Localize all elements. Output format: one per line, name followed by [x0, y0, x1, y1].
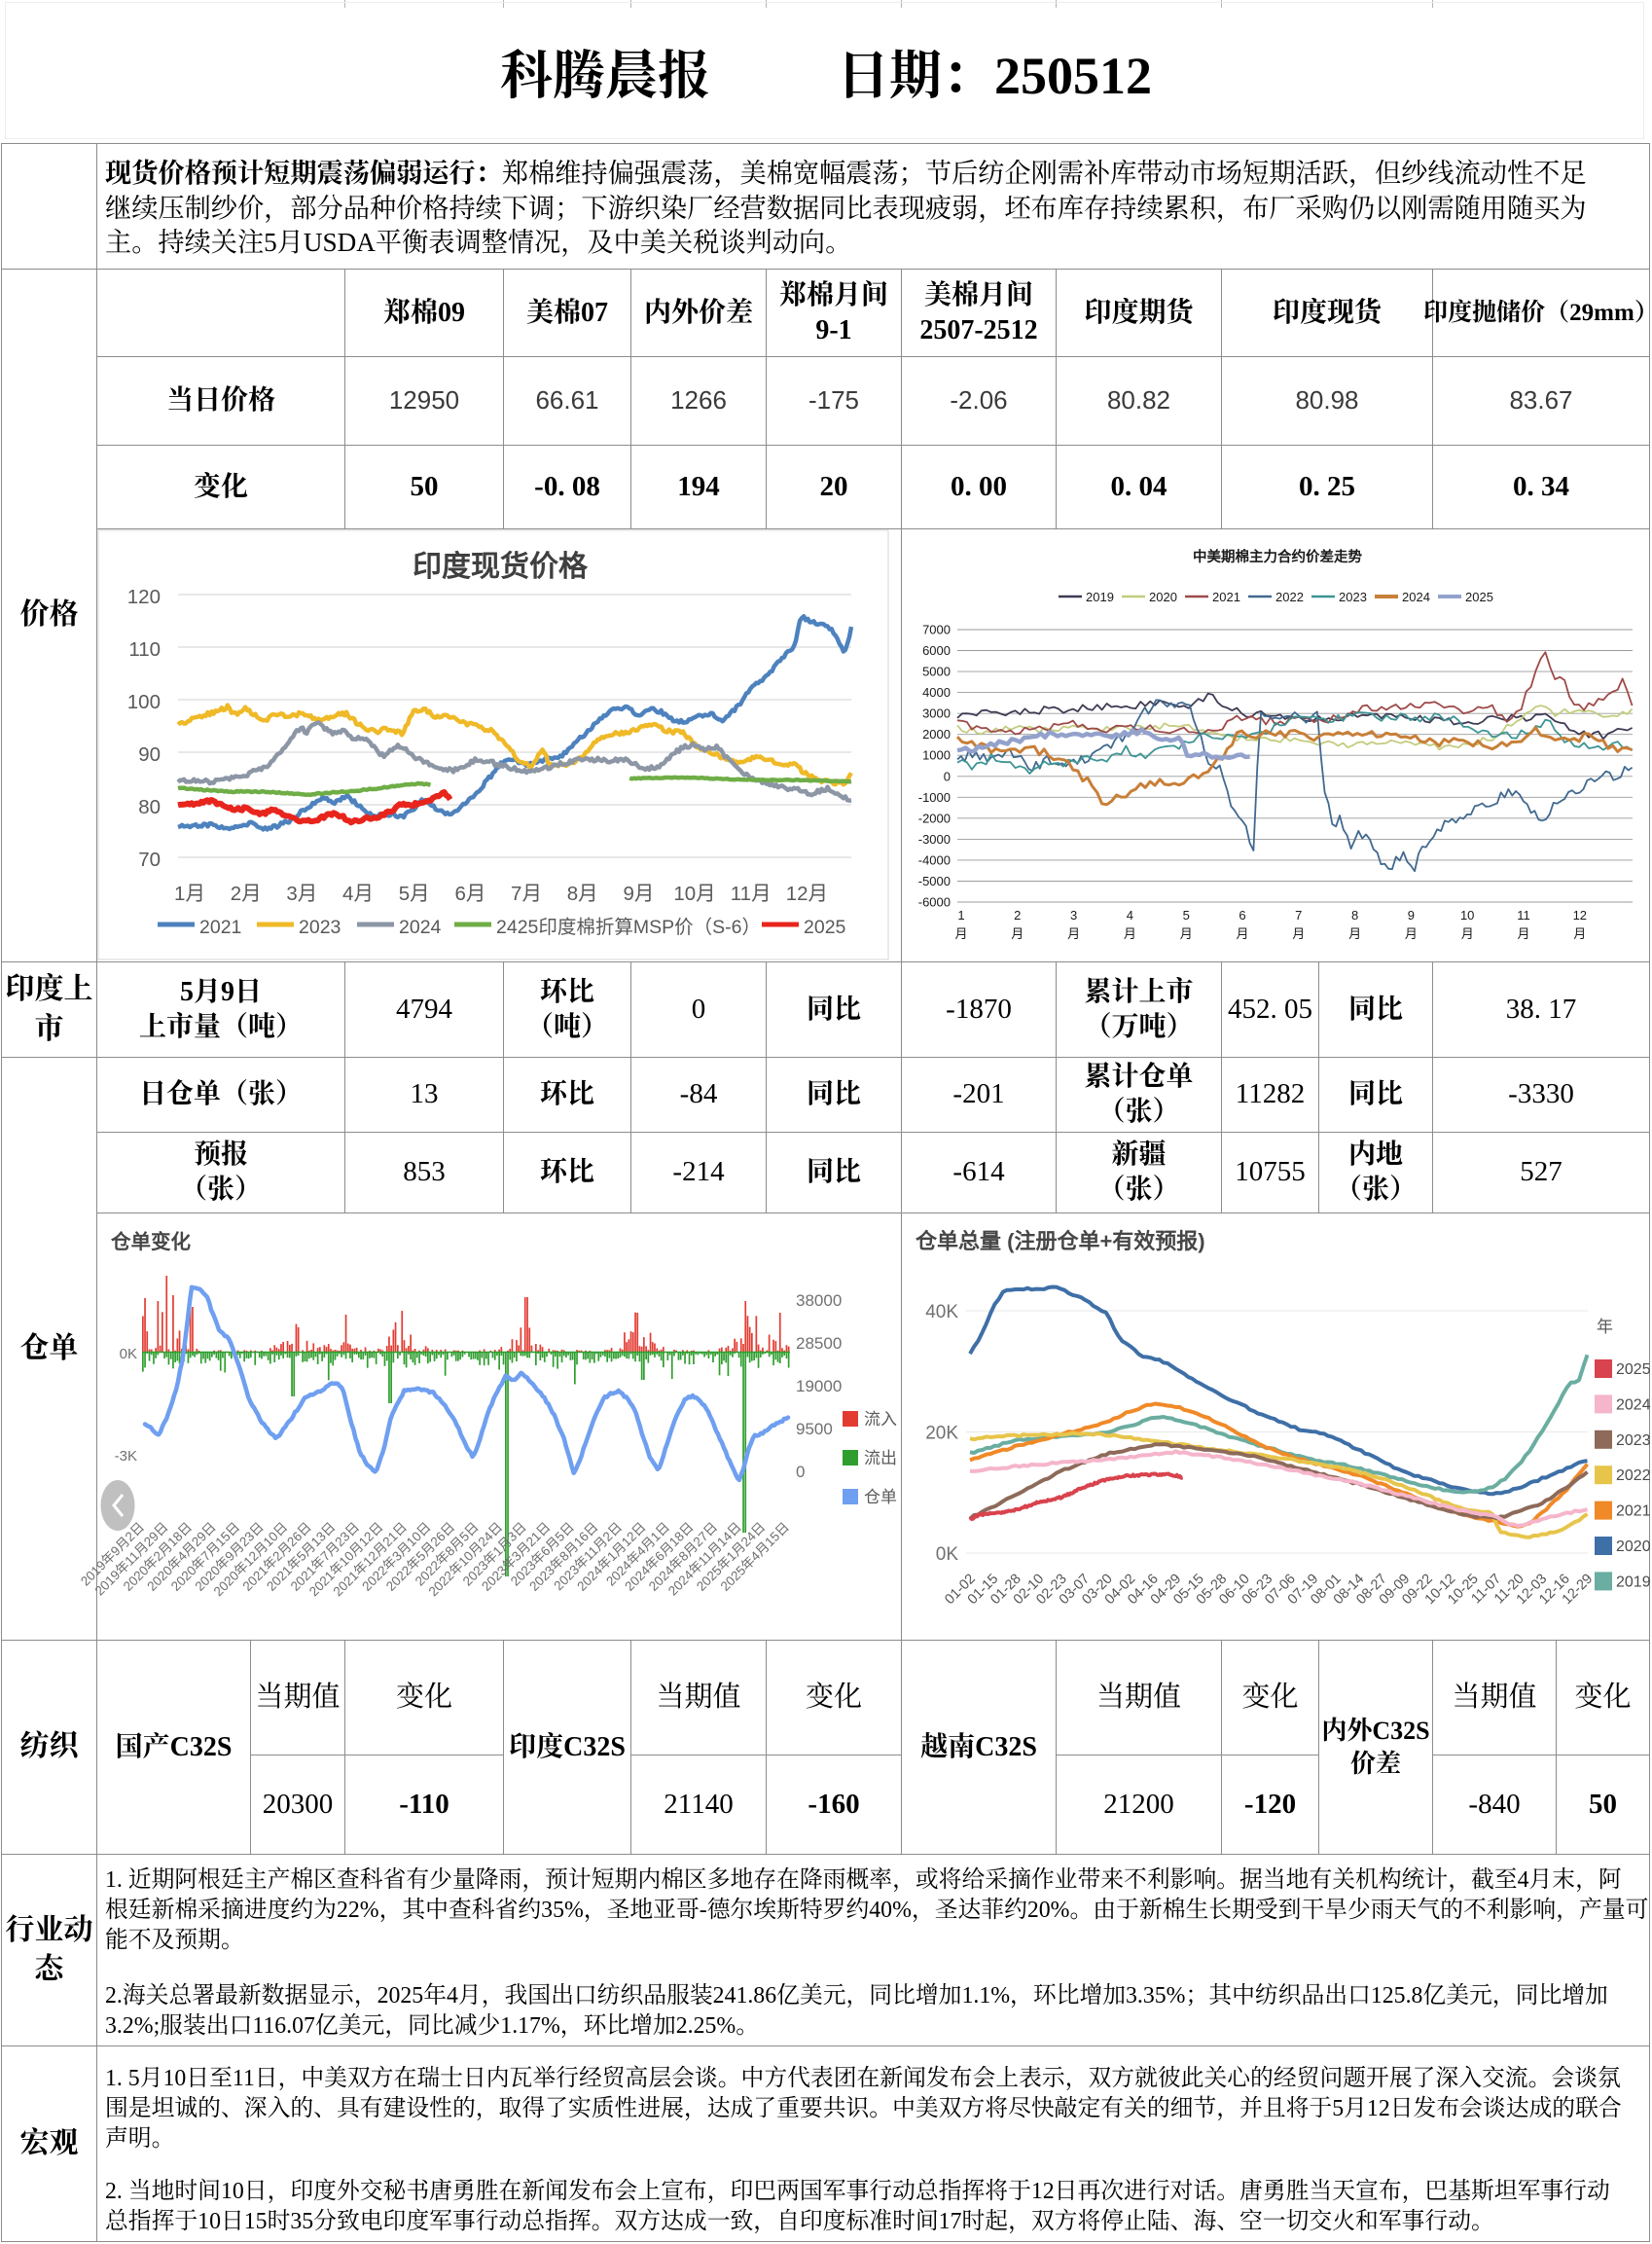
svg-text:2021: 2021 — [199, 917, 241, 938]
svg-text:19000: 19000 — [796, 1377, 842, 1395]
svg-text:3: 3 — [1070, 908, 1077, 923]
svg-text:流入: 流入 — [864, 1410, 897, 1429]
svg-text:月: 月 — [1517, 926, 1529, 941]
svg-text:2020: 2020 — [1616, 1538, 1651, 1555]
svg-text:0K: 0K — [120, 1346, 137, 1362]
svg-text:-6000: -6000 — [918, 895, 951, 910]
svg-text:6月: 6月 — [454, 883, 485, 905]
svg-text:仓单总量 (注册仓单+有效预报): 仓单总量 (注册仓单+有效预报) — [915, 1229, 1205, 1253]
svg-text:0: 0 — [796, 1463, 805, 1481]
svg-text:4月: 4月 — [342, 883, 374, 905]
svg-text:2024: 2024 — [399, 917, 442, 938]
svg-text:年: 年 — [1597, 1318, 1613, 1336]
svg-text:月: 月 — [1180, 926, 1193, 941]
svg-text:40K: 40K — [925, 1302, 958, 1322]
svg-text:2019: 2019 — [1086, 590, 1114, 604]
svg-text:10: 10 — [1460, 908, 1474, 923]
svg-text:月: 月 — [1236, 926, 1248, 941]
svg-text:110: 110 — [128, 638, 161, 661]
svg-text:-1000: -1000 — [918, 790, 951, 805]
svg-text:4000: 4000 — [922, 685, 951, 700]
svg-text:70: 70 — [138, 849, 161, 871]
svg-text:印度现货价格: 印度现货价格 — [413, 550, 589, 583]
svg-text:9500: 9500 — [796, 1420, 833, 1438]
svg-text:2024: 2024 — [1616, 1396, 1651, 1413]
svg-text:8月: 8月 — [567, 883, 598, 905]
svg-text:6000: 6000 — [922, 643, 951, 658]
svg-text:2023: 2023 — [1616, 1432, 1651, 1449]
svg-text:仓单: 仓单 — [864, 1488, 897, 1506]
svg-text:0K: 0K — [936, 1544, 959, 1565]
svg-text:2: 2 — [1014, 908, 1021, 923]
svg-text:月: 月 — [1067, 926, 1080, 941]
svg-text:月: 月 — [1348, 926, 1361, 941]
svg-text:7: 7 — [1295, 908, 1302, 923]
svg-text:5000: 5000 — [922, 665, 951, 679]
svg-text:月: 月 — [1405, 926, 1418, 941]
svg-text:2025: 2025 — [1616, 1361, 1651, 1378]
svg-text:90: 90 — [138, 743, 161, 766]
svg-text:-4000: -4000 — [918, 852, 951, 867]
svg-text:-3K: -3K — [115, 1448, 137, 1465]
svg-text:7000: 7000 — [922, 623, 951, 637]
svg-text:2021: 2021 — [1616, 1503, 1651, 1520]
svg-text:9: 9 — [1408, 908, 1415, 923]
svg-text:7月: 7月 — [511, 883, 542, 905]
svg-text:38000: 38000 — [796, 1291, 842, 1310]
svg-text:12: 12 — [1573, 908, 1587, 923]
svg-text:2020: 2020 — [1149, 590, 1177, 604]
svg-text:2021: 2021 — [1212, 590, 1240, 604]
svg-text:20K: 20K — [925, 1424, 958, 1444]
svg-text:2022: 2022 — [1275, 590, 1304, 604]
svg-text:月: 月 — [1124, 926, 1136, 941]
svg-text:2023: 2023 — [1339, 590, 1367, 604]
svg-text:2425印度棉折算MSP价（S-6）: 2425印度棉折算MSP价（S-6） — [496, 917, 761, 938]
svg-text:10月: 10月 — [673, 883, 715, 905]
svg-text:120: 120 — [127, 586, 161, 608]
svg-text:中美期棉主力合约价差走势: 中美期棉主力合约价差走势 — [1193, 548, 1362, 565]
svg-text:月: 月 — [1292, 926, 1305, 941]
svg-text:12月: 12月 — [786, 883, 828, 905]
svg-text:0: 0 — [944, 769, 951, 783]
svg-text:月: 月 — [1461, 926, 1474, 941]
svg-text:2023: 2023 — [299, 917, 341, 938]
svg-text:2月: 2月 — [231, 883, 262, 905]
svg-text:6: 6 — [1239, 908, 1245, 923]
svg-text:-3000: -3000 — [918, 832, 951, 847]
svg-text:28500: 28500 — [796, 1334, 842, 1353]
svg-text:月: 月 — [1573, 926, 1586, 941]
svg-text:1月: 1月 — [174, 883, 205, 905]
svg-text:4: 4 — [1127, 908, 1133, 923]
svg-text:仓单变化: 仓单变化 — [110, 1230, 191, 1253]
svg-text:5: 5 — [1183, 908, 1190, 923]
svg-text:3月: 3月 — [286, 883, 317, 905]
svg-text:3000: 3000 — [922, 706, 951, 721]
svg-text:2025: 2025 — [804, 917, 846, 938]
svg-text:9月: 9月 — [623, 883, 654, 905]
svg-text:2025: 2025 — [1465, 590, 1493, 604]
svg-text:月: 月 — [954, 926, 967, 941]
svg-text:100: 100 — [127, 691, 161, 713]
svg-text:2022: 2022 — [1616, 1467, 1651, 1484]
svg-text:5月: 5月 — [399, 883, 430, 905]
svg-text:2024: 2024 — [1402, 590, 1430, 604]
svg-text:11月: 11月 — [731, 883, 772, 905]
svg-text:流出: 流出 — [864, 1449, 897, 1467]
svg-text:80: 80 — [138, 796, 161, 818]
svg-text:11: 11 — [1517, 908, 1530, 923]
svg-text:-5000: -5000 — [918, 874, 951, 888]
svg-text:月: 月 — [1011, 926, 1024, 941]
svg-text:-2000: -2000 — [918, 811, 951, 825]
svg-text:8: 8 — [1351, 908, 1358, 923]
svg-text:2019: 2019 — [1616, 1574, 1651, 1590]
svg-text:1: 1 — [957, 908, 964, 923]
svg-text:1000: 1000 — [922, 748, 951, 763]
svg-text:2000: 2000 — [922, 727, 951, 742]
